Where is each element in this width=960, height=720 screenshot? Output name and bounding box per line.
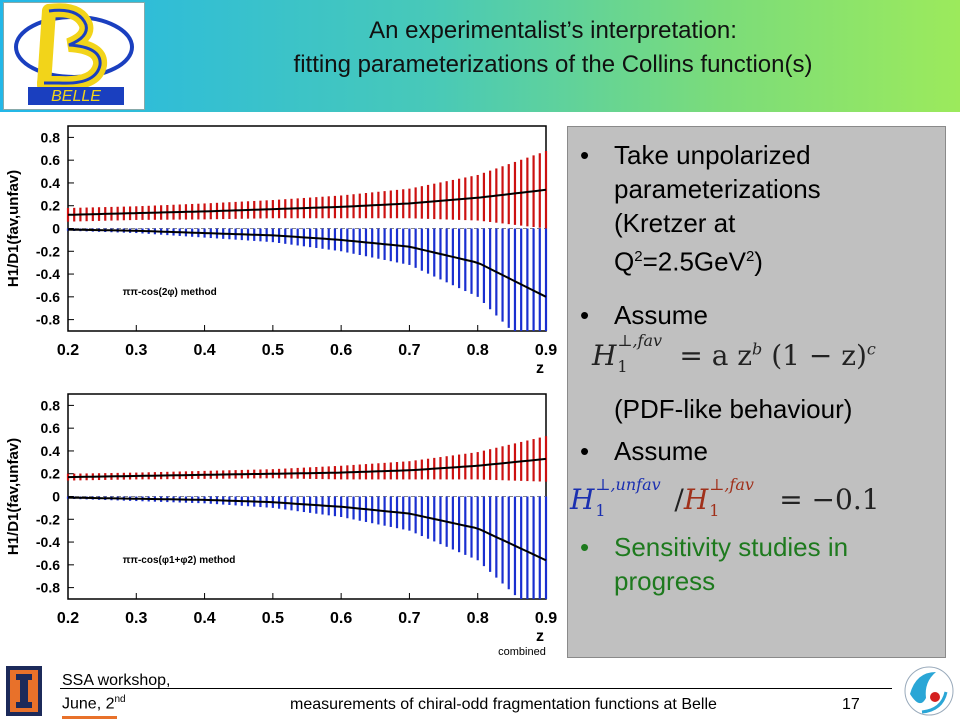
x-tick-label: 0.6 [330,342,352,359]
x-tick-label: 0.9 [535,342,557,359]
y-tick-label: 0.8 [41,129,61,145]
method-annotation: ππ-cos(2φ) method [123,287,217,298]
bullet-marker: • [580,300,590,330]
bullet-box: • Take unpolarized parameterizations (Kr… [567,126,946,658]
x-axis-label: z [536,628,544,645]
y-tick-label: -0.8 [36,312,60,328]
y-tick-label: 0.8 [41,397,61,413]
footer-workshop: SSA workshop, [62,672,171,689]
bullet-3-text: Assume [614,436,708,466]
x-tick-label: 0.3 [125,342,147,359]
bullet-marker: • [580,436,590,466]
bullet-1-line-2: parameterizations [614,174,821,204]
y-tick-label: 0 [52,489,60,505]
y-tick-label: 0.6 [41,420,61,436]
title-line-2: fitting parameterizations of the Collins… [293,51,813,78]
bullet-4-line-2: progress [614,566,716,596]
belle-logo: BELLE [3,2,145,110]
page-number: 17 [842,696,860,713]
x-tick-label: 0.3 [125,610,147,627]
collins-plot-cosphi1phi2: 0.8 0.6 0.4 0.2 0 -0.2 -0.4 -0.6 -0.8 0.2 0.3 0.4 0.… [0,384,560,660]
bullet-1-line-4: Q2=2.5GeV2) [614,246,763,277]
equation-unfav-ratio: H ⊥,unfav 1/H ⊥,fav 1 = −0.1 [570,475,880,520]
bullet-marker: • [580,140,590,170]
y-tick-label: -0.2 [36,511,60,527]
x-tick-label: 0.4 [193,342,215,359]
x-tick-label: 0.5 [262,610,284,627]
title-line-1: An experimentalist’s interpretation: [369,17,737,44]
series-curve [67,457,547,479]
x-tick-label: 0.9 [535,610,557,627]
bullet-2-text: Assume [614,300,708,330]
y-tick-label: -0.8 [36,580,60,596]
y-axis-label: H1/D1(fav,unfav) [5,438,22,555]
footer-subtitle: measurements of chiral-odd fragmentation… [290,696,717,713]
series-curve [67,188,547,216]
slide-header: BELLE An experimentalist’s interpretatio… [0,0,960,112]
y-tick-label: -0.2 [36,243,60,259]
slide-title: An experimentalist’s interpretation: fit… [150,14,956,82]
series-curve [67,496,547,562]
y-tick-label: 0.4 [41,175,61,191]
method-annotation: ππ-cos(φ1+φ2) method [123,555,236,566]
belle-logo-icon: BELLE [14,3,134,105]
x-tick-label: 0.2 [57,610,79,627]
y-tick-label: -0.4 [36,534,60,550]
y-tick-label: 0.4 [41,443,61,459]
y-tick-label: 0.2 [41,466,61,482]
bullet-1-line-3: (Kretzer at [614,208,736,238]
footer-accent-bar [62,716,117,719]
slide-footer: SSA workshop, June, 2nd measurements of … [0,660,960,720]
bullet-marker: • [580,532,590,562]
footer-date: June, 2nd [62,694,126,713]
combined-label: combined [498,646,546,658]
x-tick-label: 0.5 [262,342,284,359]
y-tick-label: 0.6 [41,152,61,168]
kek-logo-icon [904,666,954,716]
collins-plot-cos2phi: 0.8 0.6 0.4 0.2 0 -0.2 -0.4 -0.6 -0.8 0.2 0.3 0.4 0.… [0,116,560,376]
y-axis-label: H1/D1(fav,unfav) [5,170,22,287]
footer-rule [60,688,892,689]
y-tick-label: -0.6 [36,289,60,305]
x-tick-label: 0.7 [398,342,420,359]
equation-fav: H ⊥,fav 1 = a zb (1 − z)c [592,331,876,376]
svg-text:BELLE: BELLE [51,88,101,105]
x-tick-label: 0.6 [330,610,352,627]
x-tick-label: 0.8 [467,342,489,359]
x-tick-label: 0.4 [193,610,215,627]
y-tick-label: 0.2 [41,198,61,214]
series-curve [67,228,547,298]
y-tick-label: -0.4 [36,266,60,282]
illinois-logo-icon [6,666,42,716]
x-axis-label: z [536,360,544,376]
x-tick-label: 0.8 [467,610,489,627]
x-tick-label: 0.2 [57,342,79,359]
y-tick-label: 0 [52,221,60,237]
bullet-1-line-1: Take unpolarized [614,140,811,170]
bullet-4-line-1: Sensitivity studies in [614,532,849,562]
x-tick-label: 0.7 [398,610,420,627]
y-tick-label: -0.6 [36,557,60,573]
